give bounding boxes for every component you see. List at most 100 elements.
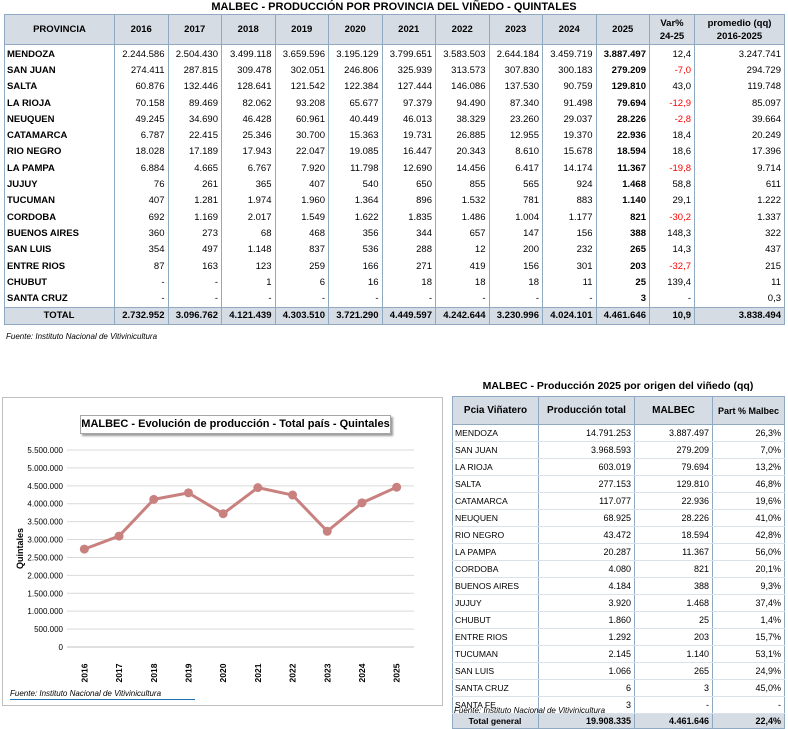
chart-plot: 0 500.000 1.000.000 1.500.000 2.000.000 2.500… (15, 446, 414, 682)
total-value-cell: 3.721.290 (328, 306, 383, 325)
var-cell: -12,9 (649, 94, 695, 112)
avg-cell: 20.249 (694, 127, 785, 144)
province-cell: JUJUY (4, 176, 115, 193)
var-cell: 18,6 (649, 143, 695, 161)
origin-row: SAN LUIS 1.066 265 24,9% (452, 662, 785, 680)
value-cell: 29.037 (542, 111, 597, 128)
province-cell: MENDOZA (4, 44, 115, 63)
origin-table-source: Fuente: Instituto Nacional de Vitivinicu… (454, 706, 606, 715)
value-cell: 146.086 (435, 78, 490, 95)
value-cell: 3.583.503 (435, 44, 490, 63)
y-tick-label: 4.500.000 (27, 482, 63, 491)
province-cell: ENTRE RIOS (4, 257, 115, 275)
x-tick-label: 2017 (114, 663, 124, 682)
avg-cell: 17.396 (694, 143, 785, 161)
table-row: MENDOZA 2.244.586 2.504.430 3.499.118 3.659.… (4, 44, 785, 63)
value-cell: 1.960 (274, 192, 329, 209)
origin-total-cell: 1.292 (538, 628, 635, 646)
y-tick-label: 500.000 (34, 625, 63, 634)
value-cell: 11.798 (328, 160, 383, 177)
var-cell: 43,0 (649, 78, 695, 95)
value-cell: 18.594 (595, 143, 650, 161)
total-label: TOTAL (4, 306, 115, 325)
header-year: 2023 (488, 14, 543, 45)
origin-total-cell: 2.145 (538, 645, 635, 663)
origin-malbec-cell: 25 (634, 611, 713, 629)
value-cell: 279.209 (595, 62, 650, 79)
origin-malbec-cell: 18.594 (634, 526, 713, 544)
value-cell: 87.340 (488, 94, 543, 112)
value-cell: 137.530 (488, 78, 543, 95)
value-cell: 18.028 (114, 143, 169, 161)
avg-cell: 215 (694, 257, 785, 275)
var-cell: - (649, 290, 695, 308)
value-cell: 76 (114, 176, 169, 193)
table-row: BUENOS AIRES 360 273 68 468 356 344 657 147 156 38… (4, 225, 785, 242)
table-row: CHUBUT - -1 6 16 18 18 18 11 25 139,4 11 (4, 274, 785, 291)
header-part: Part % Malbec (712, 396, 785, 425)
value-cell: 97.379 (381, 94, 436, 112)
value-cell: 365 (221, 176, 276, 193)
value-cell: 924 (542, 176, 597, 193)
avg-cell: 0,3 (694, 290, 785, 308)
value-cell: 127.444 (381, 78, 436, 95)
province-cell: TUCUMAN (4, 192, 115, 209)
province-cell: LA PAMPA (4, 160, 115, 177)
header-year: 2022 (435, 14, 490, 45)
value-cell: 1.486 (435, 208, 490, 226)
chart-source: Fuente: Instituto Nacional de Vitivinicu… (10, 689, 162, 698)
value-cell: 1.148 (221, 241, 276, 258)
value-cell: 855 (435, 176, 490, 193)
value-cell: 288 (381, 241, 436, 258)
value-cell: 49.245 (114, 111, 169, 128)
y-tick-label: 5.000.000 (27, 464, 63, 473)
value-cell: 1.468 (595, 176, 650, 193)
table-row: SALTA 60.876 132.446 128.641 121.542 122.384 1… (4, 78, 785, 95)
value-cell: 121.542 (274, 78, 329, 95)
value-cell: 388 (595, 225, 650, 242)
value-cell: 1.549 (274, 208, 329, 226)
origin-row: CATAMARCA 117.077 22.936 19,6% (452, 492, 785, 510)
value-cell: 147 (488, 225, 543, 242)
value-cell: 200 (488, 241, 543, 258)
var-cell: 58,8 (649, 176, 695, 193)
avg-cell: 294.729 (694, 62, 785, 79)
header-year: 2021 (381, 14, 436, 45)
value-cell: 309.478 (221, 62, 276, 79)
value-cell: 1.974 (221, 192, 276, 209)
value-cell: 18 (381, 274, 436, 291)
top-table-title: MALBEC - PRODUCCIÓN POR PROVINCIA DEL VI… (211, 1, 577, 13)
value-cell: 2.644.184 (488, 44, 543, 63)
y-tick-label: 0 (59, 643, 64, 652)
origin-malbec-cell: 265 (634, 662, 713, 680)
total-value-cell: 4.461.646 (595, 306, 650, 325)
total-value-cell: 4.242.644 (435, 306, 490, 325)
value-cell: - (114, 274, 169, 291)
province-cell: CHUBUT (4, 274, 115, 291)
avg-cell: 11 (694, 274, 785, 291)
value-cell: - (114, 290, 169, 308)
origin-row: MENDOZA 14.791.253 3.887.497 26,3% (452, 424, 785, 442)
origin-malbec-cell: 203 (634, 628, 713, 646)
table-row: CORDOBA 692 1.169 2.017 1.549 1.622 1.835 1.486… (4, 208, 785, 226)
origin-total-cell: 4.184 (538, 577, 635, 595)
value-cell: 23.260 (488, 111, 543, 128)
value-cell: 301 (542, 257, 597, 275)
origin-part-cell: 42,8% (712, 526, 785, 544)
value-cell: 2.244.586 (114, 44, 169, 63)
value-cell: 90.759 (542, 78, 597, 95)
value-cell: 837 (274, 241, 329, 258)
value-cell: 344 (381, 225, 436, 242)
avg-cell: 611 (694, 176, 785, 193)
header-malbec: MALBEC (634, 396, 713, 425)
province-cell: BUENOS AIRES (4, 225, 115, 242)
origin-province-cell: NEUQUEN (452, 509, 539, 527)
total-value-cell: 2.732.952 (114, 306, 169, 325)
data-point (79, 544, 89, 554)
value-cell: 6.417 (488, 160, 543, 177)
origin-row: CORDOBA 4.080 821 20,1% (452, 560, 785, 578)
var-cell: -30,2 (649, 208, 695, 226)
value-cell: 93.208 (274, 94, 329, 112)
value-cell: 22.415 (167, 127, 222, 144)
origin-malbec-cell: 1.468 (634, 594, 713, 612)
